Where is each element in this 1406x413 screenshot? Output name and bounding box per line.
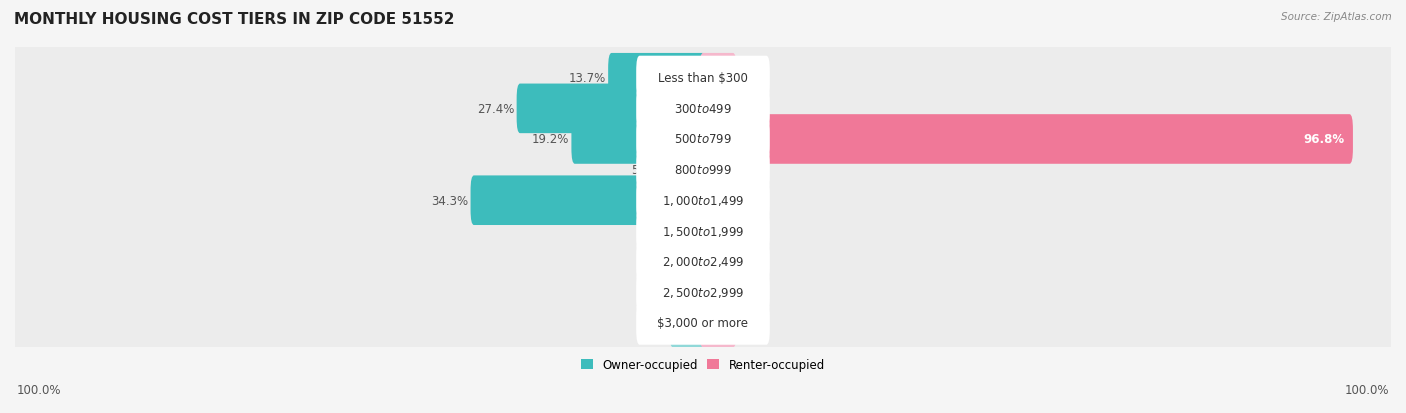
Text: 0.0%: 0.0%: [638, 316, 668, 330]
Text: $500 to $799: $500 to $799: [673, 133, 733, 146]
FancyBboxPatch shape: [10, 97, 1396, 182]
Text: 0.0%: 0.0%: [738, 72, 768, 85]
Text: 0.0%: 0.0%: [738, 225, 768, 238]
Text: $2,000 to $2,499: $2,000 to $2,499: [662, 255, 744, 269]
FancyBboxPatch shape: [700, 145, 728, 195]
Text: $3,000 or more: $3,000 or more: [658, 316, 748, 330]
Text: 0.0%: 0.0%: [638, 255, 668, 268]
FancyBboxPatch shape: [700, 237, 737, 287]
Text: 0.0%: 0.0%: [738, 194, 768, 207]
FancyBboxPatch shape: [700, 298, 737, 348]
Text: $1,000 to $1,499: $1,000 to $1,499: [662, 194, 744, 208]
FancyBboxPatch shape: [700, 54, 737, 103]
FancyBboxPatch shape: [10, 36, 1396, 121]
FancyBboxPatch shape: [10, 219, 1396, 304]
FancyBboxPatch shape: [609, 54, 706, 103]
Text: 34.3%: 34.3%: [432, 194, 468, 207]
FancyBboxPatch shape: [10, 250, 1396, 335]
FancyBboxPatch shape: [516, 84, 706, 134]
FancyBboxPatch shape: [700, 115, 1353, 164]
FancyBboxPatch shape: [571, 115, 706, 164]
FancyBboxPatch shape: [700, 176, 737, 225]
FancyBboxPatch shape: [636, 240, 770, 284]
FancyBboxPatch shape: [636, 87, 770, 131]
FancyBboxPatch shape: [636, 57, 770, 100]
Text: 100.0%: 100.0%: [1344, 384, 1389, 396]
FancyBboxPatch shape: [669, 298, 706, 348]
Text: $1,500 to $1,999: $1,500 to $1,999: [662, 224, 744, 238]
FancyBboxPatch shape: [669, 237, 706, 287]
FancyBboxPatch shape: [471, 176, 706, 225]
Text: 0.0%: 0.0%: [738, 102, 768, 116]
Text: 0.0%: 0.0%: [638, 225, 668, 238]
Text: 0.0%: 0.0%: [738, 286, 768, 299]
Text: $300 to $499: $300 to $499: [673, 102, 733, 116]
Legend: Owner-occupied, Renter-occupied: Owner-occupied, Renter-occupied: [581, 358, 825, 371]
FancyBboxPatch shape: [636, 301, 770, 345]
Text: 19.2%: 19.2%: [531, 133, 569, 146]
FancyBboxPatch shape: [636, 118, 770, 161]
Text: 27.4%: 27.4%: [477, 102, 515, 116]
FancyBboxPatch shape: [636, 271, 770, 314]
Text: 13.7%: 13.7%: [569, 72, 606, 85]
Text: 0.0%: 0.0%: [738, 316, 768, 330]
Text: 5.5%: 5.5%: [631, 164, 661, 177]
FancyBboxPatch shape: [700, 268, 737, 317]
FancyBboxPatch shape: [669, 206, 706, 256]
FancyBboxPatch shape: [10, 158, 1396, 243]
Text: 3.2%: 3.2%: [730, 164, 759, 177]
FancyBboxPatch shape: [10, 280, 1396, 366]
Text: 0.0%: 0.0%: [738, 255, 768, 268]
Text: 0.0%: 0.0%: [638, 286, 668, 299]
FancyBboxPatch shape: [636, 179, 770, 223]
FancyBboxPatch shape: [669, 268, 706, 317]
FancyBboxPatch shape: [700, 206, 737, 256]
Text: Source: ZipAtlas.com: Source: ZipAtlas.com: [1281, 12, 1392, 22]
Text: 96.8%: 96.8%: [1303, 133, 1344, 146]
FancyBboxPatch shape: [636, 209, 770, 253]
Text: MONTHLY HOUSING COST TIERS IN ZIP CODE 51552: MONTHLY HOUSING COST TIERS IN ZIP CODE 5…: [14, 12, 454, 27]
FancyBboxPatch shape: [662, 145, 706, 195]
FancyBboxPatch shape: [636, 148, 770, 192]
FancyBboxPatch shape: [10, 128, 1396, 213]
Text: Less than $300: Less than $300: [658, 72, 748, 85]
FancyBboxPatch shape: [10, 66, 1396, 152]
Text: 100.0%: 100.0%: [17, 384, 62, 396]
FancyBboxPatch shape: [700, 84, 737, 134]
Text: $800 to $999: $800 to $999: [673, 164, 733, 177]
Text: $2,500 to $2,999: $2,500 to $2,999: [662, 285, 744, 299]
FancyBboxPatch shape: [10, 189, 1396, 274]
